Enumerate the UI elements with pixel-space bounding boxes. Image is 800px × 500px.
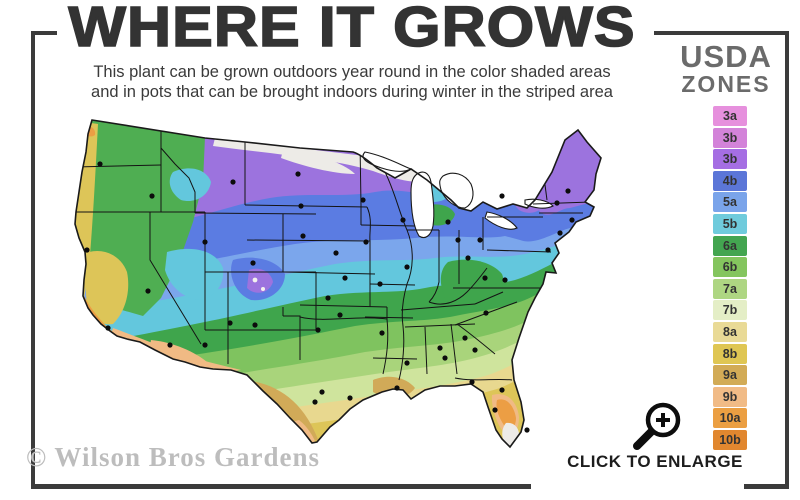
zone-swatch: 10b — [713, 429, 747, 450]
us-outline — [74, 119, 602, 449]
click-to-enlarge[interactable]: CLICK TO ENLARGE — [560, 400, 750, 472]
zone-swatch: 3b — [713, 149, 747, 170]
zone-swatch: 7b — [713, 300, 747, 321]
zone-swatch: 3a — [713, 106, 747, 126]
subtitle-line-1: This plant can be grown outdoors year ro… — [93, 63, 611, 81]
frame-right — [785, 31, 789, 489]
state-borders — [75, 120, 592, 381]
zone-swatch: 9a — [713, 365, 747, 386]
frame-top-left — [31, 31, 57, 35]
zone-legend: 3a 3b 3b 4b 5a 5b 6a 6b 7a 7b 8a 8b 9a 9… — [713, 106, 747, 452]
zone-swatch: 6b — [713, 257, 747, 278]
zone-swatch: 8b — [713, 343, 747, 364]
subtitle: This plant can be grown outdoors year ro… — [0, 62, 704, 102]
zone-swatch: 6a — [713, 235, 747, 256]
frame-bottom-right — [744, 484, 789, 489]
frame-left — [31, 31, 35, 489]
page-title: WHERE IT GROWS — [68, 0, 636, 60]
zone-swatch: 5b — [713, 213, 747, 234]
zone-swatch: 10a — [713, 408, 747, 429]
frame-bottom-left — [31, 484, 531, 489]
magnifying-glass-plus-icon[interactable] — [623, 400, 687, 450]
watermark: © Wilson Bros Gardens — [26, 442, 320, 472]
city-dots — [84, 161, 575, 433]
frame-top-right — [654, 31, 789, 35]
zone-swatch: 7a — [713, 278, 747, 299]
zone-swatch: 4b — [713, 170, 747, 191]
legend-heading-zones: ZONES — [681, 71, 771, 97]
legend-heading-usda: USDA — [680, 39, 772, 74]
subtitle-line-2: and in pots that can be brought indoors … — [91, 83, 613, 101]
zone-swatch: 5a — [713, 192, 747, 213]
zone-swatch: 3b — [713, 127, 747, 148]
enlarge-label[interactable]: CLICK TO ENLARGE — [567, 452, 743, 471]
zone-swatch: 8a — [713, 321, 747, 342]
us-hardiness-zone-map[interactable] — [55, 112, 665, 462]
legend-heading: USDA ZONES — [664, 39, 788, 97]
zone-swatch: 9b — [713, 386, 747, 407]
